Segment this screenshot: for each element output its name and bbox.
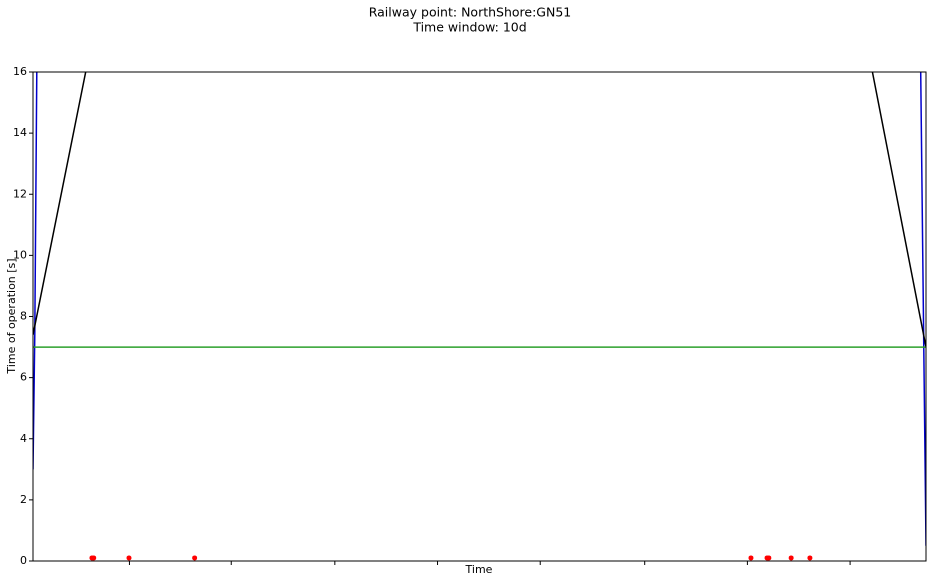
y-tick-label: 2 (20, 493, 27, 506)
chart-subtitle: Time window: 10d (412, 20, 526, 35)
scatter-point (126, 555, 132, 561)
scatter-point (192, 555, 198, 561)
y-tick-label: 10 (13, 248, 27, 261)
series-line (33, 72, 926, 348)
y-tick-label: 4 (20, 432, 27, 445)
series-line (33, 72, 926, 546)
y-tick-label: 8 (20, 310, 27, 323)
y-tick-label: 12 (13, 187, 27, 200)
scatter-point (766, 555, 772, 561)
y-axis-label: Time of operation [s] (5, 258, 18, 374)
y-tick-label: 16 (13, 65, 27, 78)
chart-title: Railway point: NorthShore:GN51 (369, 5, 572, 20)
scatter-point (807, 555, 813, 561)
scatter-point (91, 555, 97, 561)
plot-area (33, 72, 926, 561)
y-tick-label: 6 (20, 371, 27, 384)
y-tick-label: 0 (20, 554, 27, 567)
y-tick-label: 14 (13, 126, 27, 139)
scatter-point (748, 555, 754, 561)
x-axis-label: Time (465, 563, 493, 576)
scatter-point (788, 555, 794, 561)
